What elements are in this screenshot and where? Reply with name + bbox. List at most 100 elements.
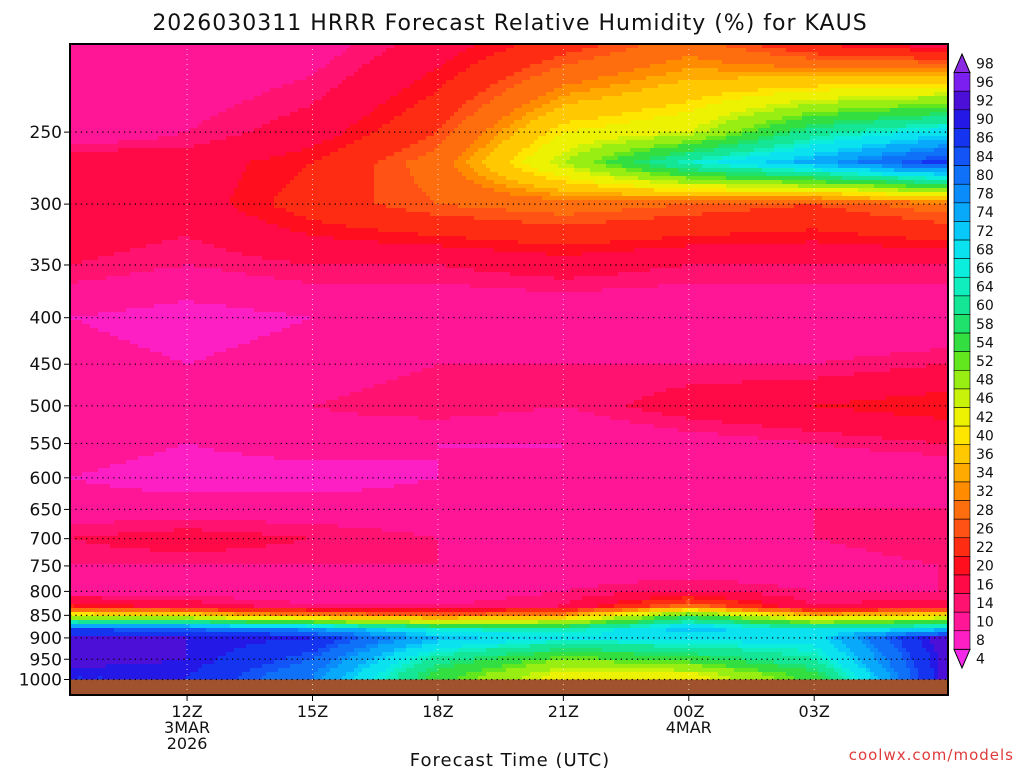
rh-cell — [82, 152, 87, 157]
rh-cell — [74, 116, 79, 121]
rh-cell — [86, 236, 91, 241]
rh-cell — [82, 300, 87, 305]
rh-cell — [78, 480, 83, 485]
rh-cell — [90, 576, 95, 581]
rh-cell — [82, 388, 87, 393]
rh-cell — [90, 484, 95, 489]
rh-cell — [90, 80, 95, 85]
rh-cell — [90, 368, 95, 373]
rh-cell — [86, 484, 91, 489]
rh-cell — [74, 412, 79, 417]
rh-cell — [94, 428, 99, 433]
rh-cell — [74, 376, 79, 381]
rh-cell — [90, 332, 95, 337]
rh-cell — [74, 336, 79, 341]
rh-cell — [78, 192, 83, 197]
rh-cell — [94, 288, 99, 293]
rh-cell — [90, 500, 95, 505]
rh-cell — [78, 576, 83, 581]
rh-cell — [74, 332, 79, 337]
rh-cell — [90, 624, 95, 629]
rh-cell — [90, 108, 95, 113]
rh-cell — [78, 392, 83, 397]
rh-cell — [74, 192, 79, 197]
rh-cell — [90, 584, 95, 589]
rh-cell — [90, 124, 95, 129]
rh-cell — [82, 564, 87, 569]
rh-cell — [94, 156, 99, 161]
rh-cell — [78, 312, 83, 317]
rh-cell — [78, 656, 83, 661]
rh-cell — [86, 68, 91, 73]
rh-cell — [86, 488, 91, 493]
rh-cell — [82, 508, 87, 513]
rh-cell — [86, 296, 91, 301]
rh-cell — [74, 508, 79, 513]
rh-cell — [86, 52, 91, 57]
rh-cell — [86, 372, 91, 377]
rh-cell — [74, 372, 79, 377]
rh-cell — [90, 76, 95, 81]
rh-cell — [86, 408, 91, 413]
rh-cell — [86, 80, 91, 85]
rh-cell — [78, 600, 83, 605]
rh-cell — [86, 600, 91, 605]
rh-cell — [78, 460, 83, 465]
rh-cell — [82, 624, 87, 629]
rh-cell — [74, 96, 79, 101]
rh-cell — [82, 72, 87, 77]
rh-cell — [94, 96, 99, 101]
rh-cell — [82, 404, 87, 409]
rh-cell — [78, 428, 83, 433]
rh-cell — [86, 580, 91, 585]
rh-cell — [78, 524, 83, 529]
rh-cell — [78, 432, 83, 437]
rh-cell — [78, 116, 83, 121]
rh-cell — [90, 516, 95, 521]
rh-cell — [90, 344, 95, 349]
rh-cell — [82, 244, 87, 249]
rh-cell — [82, 656, 87, 661]
rh-cell — [78, 296, 83, 301]
rh-cell — [82, 184, 87, 189]
rh-cell — [78, 208, 83, 213]
rh-cell — [82, 468, 87, 473]
rh-cell — [94, 408, 99, 413]
rh-cell — [74, 240, 79, 245]
rh-cell — [74, 112, 79, 117]
rh-cell — [90, 144, 95, 149]
rh-cell — [90, 232, 95, 237]
rh-cell — [86, 312, 91, 317]
rh-cell — [90, 596, 95, 601]
rh-cell — [74, 320, 79, 325]
rh-cell — [78, 244, 83, 249]
rh-cell — [78, 144, 83, 149]
rh-cell — [78, 268, 83, 273]
rh-cell — [86, 64, 91, 69]
rh-cell — [86, 628, 91, 633]
rh-cell — [74, 272, 79, 277]
rh-cell — [78, 556, 83, 561]
rh-cell — [86, 216, 91, 221]
rh-cell — [82, 268, 87, 273]
rh-cell — [74, 220, 79, 225]
rh-cell — [82, 532, 87, 537]
rh-cell — [82, 52, 87, 57]
rh-cell — [78, 252, 83, 257]
rh-cell — [82, 232, 87, 237]
rh-cell — [94, 496, 99, 501]
rh-cell — [94, 248, 99, 253]
rh-cell — [74, 176, 79, 181]
rh-cell — [74, 444, 79, 449]
rh-cell — [78, 416, 83, 421]
rh-cell — [82, 672, 87, 677]
rh-cell — [74, 236, 79, 241]
rh-cell — [78, 160, 83, 165]
rh-cell — [78, 468, 83, 473]
rh-cell — [94, 176, 99, 181]
rh-cell — [90, 408, 95, 413]
rh-cell — [78, 216, 83, 221]
rh-cell — [82, 136, 87, 141]
rh-cell — [94, 424, 99, 429]
rh-cell — [86, 300, 91, 305]
